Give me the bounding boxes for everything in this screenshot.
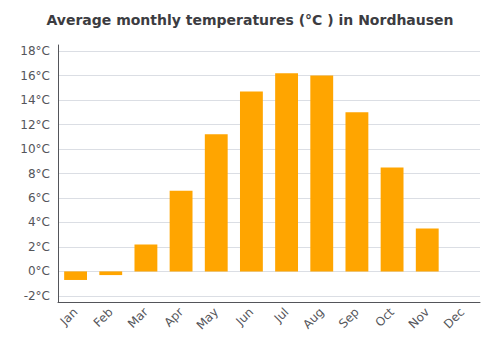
svg-text:Apr: Apr [161,305,186,330]
svg-text:4°C: 4°C [28,215,50,229]
svg-text:Sep: Sep [336,305,362,331]
svg-text:12°C: 12°C [20,118,50,132]
svg-text:Nov: Nov [406,305,432,331]
svg-text:Oct: Oct [372,305,397,330]
svg-text:Average monthly temperatures (: Average monthly temperatures (°C ) in No… [46,12,453,28]
svg-text:14°C: 14°C [20,93,50,107]
svg-text:Jan: Jan [57,305,81,329]
svg-text:0°C: 0°C [28,264,50,278]
svg-text:May: May [194,305,221,332]
svg-text:18°C: 18°C [20,44,50,58]
svg-text:6°C: 6°C [28,191,50,205]
svg-text:Jul: Jul [271,305,292,326]
svg-text:8°C: 8°C [28,167,50,181]
svg-text:Jun: Jun [233,305,257,329]
svg-text:2°C: 2°C [28,240,50,254]
svg-text:Aug: Aug [300,305,326,331]
svg-text:16°C: 16°C [20,69,50,83]
svg-text:Feb: Feb [91,305,116,330]
svg-text:Dec: Dec [441,305,467,331]
svg-text:Mar: Mar [125,305,151,331]
svg-text:10°C: 10°C [20,142,50,156]
svg-text:-2°C: -2°C [24,289,50,303]
